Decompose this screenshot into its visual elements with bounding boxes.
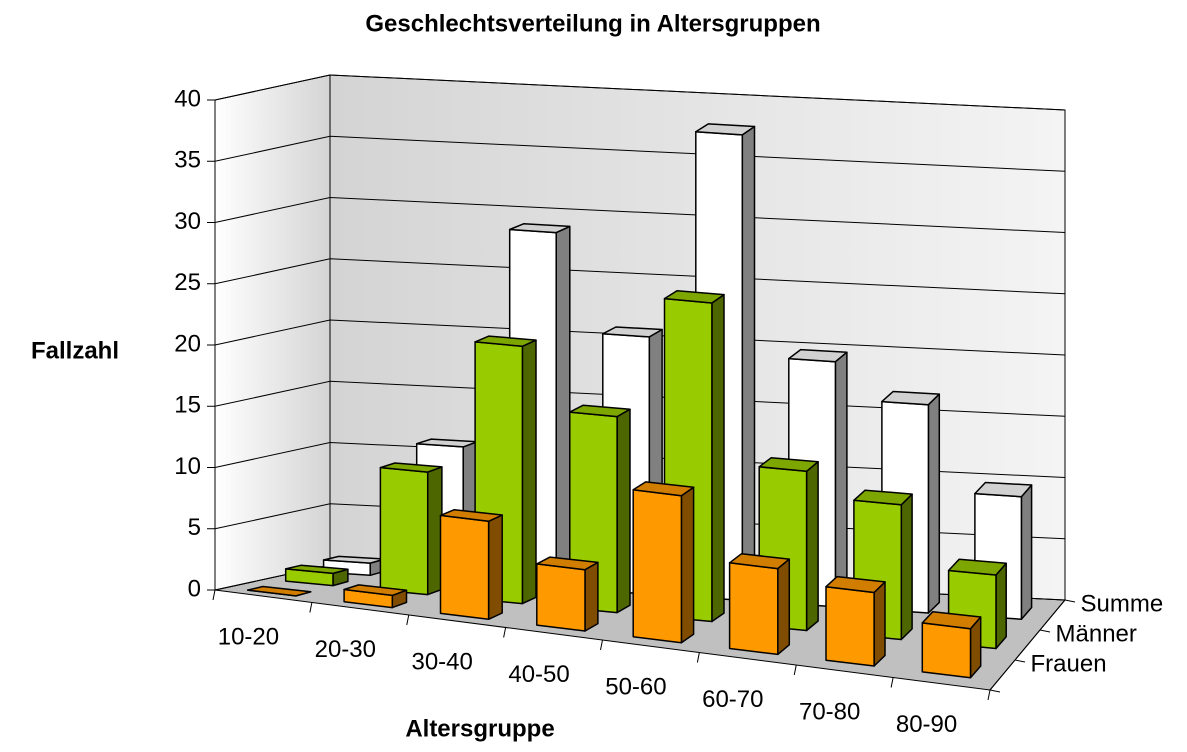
grid-line <box>214 74 1066 111</box>
bar-top <box>728 553 791 570</box>
bar-side <box>777 558 791 656</box>
y-tick-label: 5 <box>188 514 201 541</box>
legend-label: Summe <box>1081 590 1164 617</box>
bar <box>632 481 695 644</box>
bar-side <box>873 581 886 667</box>
bar-top <box>758 457 819 473</box>
y-tick-label: 15 <box>174 392 201 419</box>
bar-side <box>584 561 599 632</box>
x-tick <box>987 689 991 701</box>
x-tick <box>212 589 216 601</box>
bar-side <box>711 293 725 623</box>
bar <box>921 610 982 679</box>
grid-line <box>214 135 1066 172</box>
bar-top <box>695 123 756 136</box>
bar-side <box>900 493 913 641</box>
y-tick-label: 10 <box>174 453 201 480</box>
bar-side <box>680 486 695 644</box>
bar-side <box>927 393 941 614</box>
x-tick-label: 30-40 <box>411 649 472 676</box>
bar <box>379 462 443 596</box>
bar-front <box>536 563 586 632</box>
bar-top <box>788 348 848 363</box>
bar-side <box>995 562 1007 650</box>
y-tick-label: 0 <box>188 575 201 602</box>
bar-top <box>246 585 312 597</box>
bar <box>439 508 503 621</box>
bar-side <box>741 125 756 602</box>
legend-label: Frauen <box>1031 650 1107 677</box>
bar <box>284 564 349 587</box>
x-tick <box>406 614 410 626</box>
depth-tick <box>1064 599 1076 603</box>
bar-front <box>825 585 875 667</box>
x-tick-label: 80-90 <box>896 711 957 738</box>
x-tick <box>600 639 603 651</box>
x-tick <box>890 677 894 688</box>
x-tick <box>309 602 313 613</box>
bar <box>536 556 599 632</box>
x-tick-label: 60-70 <box>702 686 763 713</box>
y-tick-label: 30 <box>174 208 201 235</box>
bar <box>246 585 312 597</box>
x-tick <box>503 627 507 638</box>
depth-tick <box>1014 659 1026 663</box>
y-tick-label: 40 <box>174 85 201 112</box>
bar-top <box>881 390 941 406</box>
bar-side <box>616 408 631 614</box>
depth-tick <box>1039 629 1051 633</box>
x-tick-label: 20-30 <box>315 636 376 663</box>
bar-front <box>921 622 972 679</box>
depth-axis <box>989 599 1066 691</box>
y-axis-label: Fallzahl <box>31 337 119 364</box>
x-tick-label: 50-60 <box>605 674 666 701</box>
y-tick-label: 35 <box>174 147 201 174</box>
bar-top <box>474 335 537 348</box>
legend-label: Männer <box>1056 620 1137 647</box>
bar-side <box>805 460 819 632</box>
bar-top <box>921 610 982 630</box>
bar-top <box>536 556 599 571</box>
bar-top <box>569 404 631 418</box>
x-axis-label: Altersgruppe <box>405 715 554 742</box>
x-tick-label: 10-20 <box>218 624 279 651</box>
x-tick-label: 70-80 <box>799 699 860 726</box>
x-tick <box>793 664 797 676</box>
y-tick-label: 25 <box>174 269 201 296</box>
bar-top <box>974 481 1033 498</box>
grid-line <box>214 196 1066 233</box>
bar-side <box>487 514 503 621</box>
bar-front <box>379 466 429 596</box>
bar-side <box>521 339 537 605</box>
bar-top <box>663 289 725 304</box>
bar <box>728 553 791 656</box>
bar <box>343 584 408 609</box>
grid-line <box>214 258 1066 295</box>
bar-front <box>632 489 683 644</box>
bar-side <box>834 351 848 608</box>
bar-top <box>602 326 663 338</box>
bar-top <box>825 575 886 594</box>
bar-top <box>508 223 571 234</box>
chart-title: Geschlechtsverteilung in Altersgruppen <box>365 10 820 37</box>
bar-side <box>555 225 571 589</box>
depth-tick <box>989 689 1001 693</box>
bar-side <box>1020 484 1033 620</box>
grid-line <box>214 319 1066 356</box>
y-tick-label: 20 <box>174 330 201 357</box>
bar <box>825 575 886 667</box>
bar-top <box>284 564 349 575</box>
bar-front <box>728 562 779 656</box>
bar-top <box>632 481 695 497</box>
bar-top <box>343 584 408 597</box>
bar-front <box>439 514 490 621</box>
x-tick <box>696 652 700 663</box>
x-tick-label: 40-50 <box>508 661 569 688</box>
bar-top <box>947 558 1007 576</box>
bar-top <box>379 462 443 473</box>
bar-top <box>853 489 913 506</box>
bar <box>947 558 1007 650</box>
bar-top <box>439 508 503 523</box>
